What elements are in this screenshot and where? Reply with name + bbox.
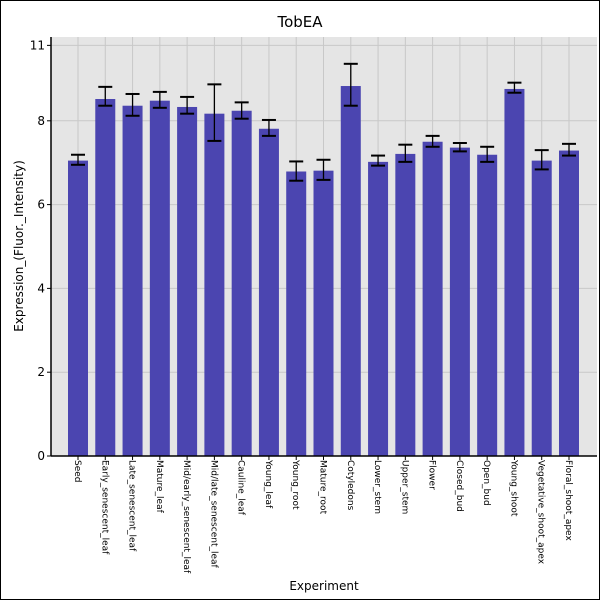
x-tick-label: Vegetative_shoot_apex [536, 460, 546, 565]
bar-lower-stem [368, 161, 389, 456]
x-tick-label: Early_senescent_leaf [99, 460, 109, 555]
bar-seed [68, 160, 88, 457]
bar-mid-late-senescent-leaf [204, 113, 225, 456]
bar-mid-early-senescent-leaf [177, 106, 198, 457]
bar-young-shoot [504, 88, 525, 457]
y-tick-label: 11 [30, 38, 45, 52]
x-tick-label: Mid/early_senescent_leaf [181, 460, 191, 574]
x-tick-label: Young_shoot [508, 459, 518, 517]
x-tick-label: Young_leaf [263, 459, 273, 509]
bar-open-bud [477, 154, 498, 456]
bar-cotyledons [340, 86, 361, 456]
x-tick-label: Cotyledons [345, 460, 355, 511]
bar-vegetative-shoot-apex [531, 160, 552, 457]
bar-late-senescent-leaf [122, 105, 143, 456]
x-tick-label: Mid/late_senescent_leaf [208, 460, 218, 569]
bar-mature-root [313, 170, 334, 456]
x-tick-label: Mature_root [318, 460, 328, 515]
bar-young-root [286, 171, 307, 456]
bar-flower [422, 141, 443, 456]
x-tick-label: Lower_stem [372, 460, 382, 514]
x-tick-label: Floral_shoot_apex [563, 460, 573, 541]
x-tick-label: Open_bud [481, 460, 491, 506]
x-tick-label: Upper_stem [399, 460, 409, 514]
chart-title: TobEA [276, 13, 323, 31]
y-tick-label: 4 [37, 281, 45, 295]
x-tick-label: Cauline_leaf [236, 460, 246, 516]
x-tick-label: Mature_leaf [154, 460, 164, 514]
y-tick-label: 6 [37, 198, 45, 212]
y-tick-label: 8 [37, 114, 45, 128]
bar-early-senescent-leaf [95, 99, 116, 457]
bar-cauline-leaf [231, 110, 252, 456]
x-tick-label: Flower [427, 460, 437, 490]
y-axis-label: Expression_(Fluor._Intensity) [12, 160, 26, 332]
y-tick-label: 2 [37, 365, 45, 379]
bar-upper-stem [395, 153, 416, 456]
bar-floral-shoot-apex [559, 150, 579, 456]
x-tick-label: Late_senescent_leaf [127, 460, 137, 552]
bar-closed-bud [449, 147, 470, 456]
x-tick-label: Young_root [290, 459, 300, 510]
bar-young-leaf [258, 128, 279, 457]
y-tick-label: 0 [37, 449, 45, 463]
x-tick-label: Seed [72, 460, 82, 483]
x-axis-label: Experiment [289, 579, 359, 593]
x-tick-label: Closed_bud [454, 460, 464, 512]
bar-mature-leaf [149, 100, 170, 457]
